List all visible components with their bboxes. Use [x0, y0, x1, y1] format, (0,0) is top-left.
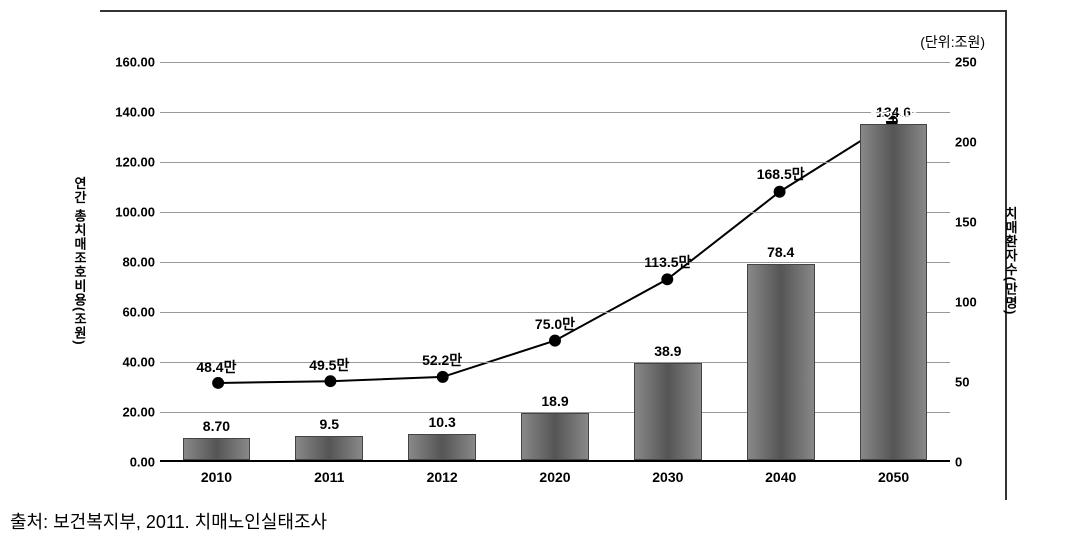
y-tick-left: 100.00 [105, 205, 155, 220]
bar-value-label: 38.9 [618, 343, 718, 359]
y-tick-left: 20.00 [105, 405, 155, 420]
bar [295, 436, 363, 460]
y-axis-left-label: 연간 총치매조호비용(조원) [70, 176, 89, 345]
line-point-label: 48.4만 [156, 357, 276, 377]
bar-value-label: 18.9 [505, 393, 605, 409]
line-marker [549, 335, 561, 347]
source-text: 출처: 보건복지부, 2011. 치매노인실태조사 [10, 508, 327, 534]
y-axis-right-label: 치매환자수(만명) [1001, 207, 1020, 316]
line-point-label: 75.0만 [495, 314, 615, 334]
gridline [160, 262, 950, 263]
line-marker [324, 375, 336, 387]
y-tick-right: 250 [955, 55, 990, 70]
x-tick: 2050 [844, 469, 944, 485]
x-tick: 2011 [279, 469, 379, 485]
y-tick-right: 200 [955, 135, 990, 150]
line-point-label: 212.7만 [834, 106, 954, 126]
y-tick-left: 140.00 [105, 105, 155, 120]
gridline [160, 312, 950, 313]
bar [408, 434, 476, 460]
bar-value-label: 8.70 [166, 418, 266, 434]
y-tick-right: 100 [955, 295, 990, 310]
bar [634, 363, 702, 460]
x-tick: 2010 [166, 469, 266, 485]
bar [521, 413, 589, 460]
line-marker [212, 377, 224, 389]
y-tick-left: 120.00 [105, 155, 155, 170]
x-tick: 2020 [505, 469, 605, 485]
y-tick-left: 0.00 [105, 455, 155, 470]
gridline [160, 212, 950, 213]
x-tick: 2040 [731, 469, 831, 485]
bar [183, 438, 251, 460]
y-tick-right: 150 [955, 215, 990, 230]
line-point-label: 113.5만 [608, 252, 728, 272]
x-tick: 2030 [618, 469, 718, 485]
y-tick-left: 60.00 [105, 305, 155, 320]
gridline [160, 162, 950, 163]
unit-label: (단위:조원) [920, 32, 985, 52]
bar [747, 264, 815, 460]
bar-value-label: 78.4 [731, 244, 831, 260]
bar-value-label: 9.5 [279, 416, 379, 432]
line-marker [661, 273, 673, 285]
bar-value-label: 10.3 [392, 414, 492, 430]
chart-container: (단위:조원) 연간 총치매조호비용(조원) 치매환자수(만명) 0.0020.… [100, 10, 1007, 500]
y-tick-left: 160.00 [105, 55, 155, 70]
line-marker [774, 186, 786, 198]
gridline [160, 62, 950, 63]
line-point-label: 168.5만 [721, 164, 841, 184]
y-tick-left: 40.00 [105, 355, 155, 370]
y-tick-right: 50 [955, 375, 990, 390]
y-tick-right: 0 [955, 455, 990, 470]
gridline [160, 112, 950, 113]
x-tick: 2012 [392, 469, 492, 485]
plot-area: 연간 총치매조호비용(조원) 치매환자수(만명) 0.0020.0040.006… [160, 62, 950, 462]
y-tick-left: 80.00 [105, 255, 155, 270]
line-point-label: 49.5만 [269, 355, 389, 375]
line-marker [437, 371, 449, 383]
bar [860, 124, 928, 461]
line-point-label: 52.2만 [382, 350, 502, 370]
